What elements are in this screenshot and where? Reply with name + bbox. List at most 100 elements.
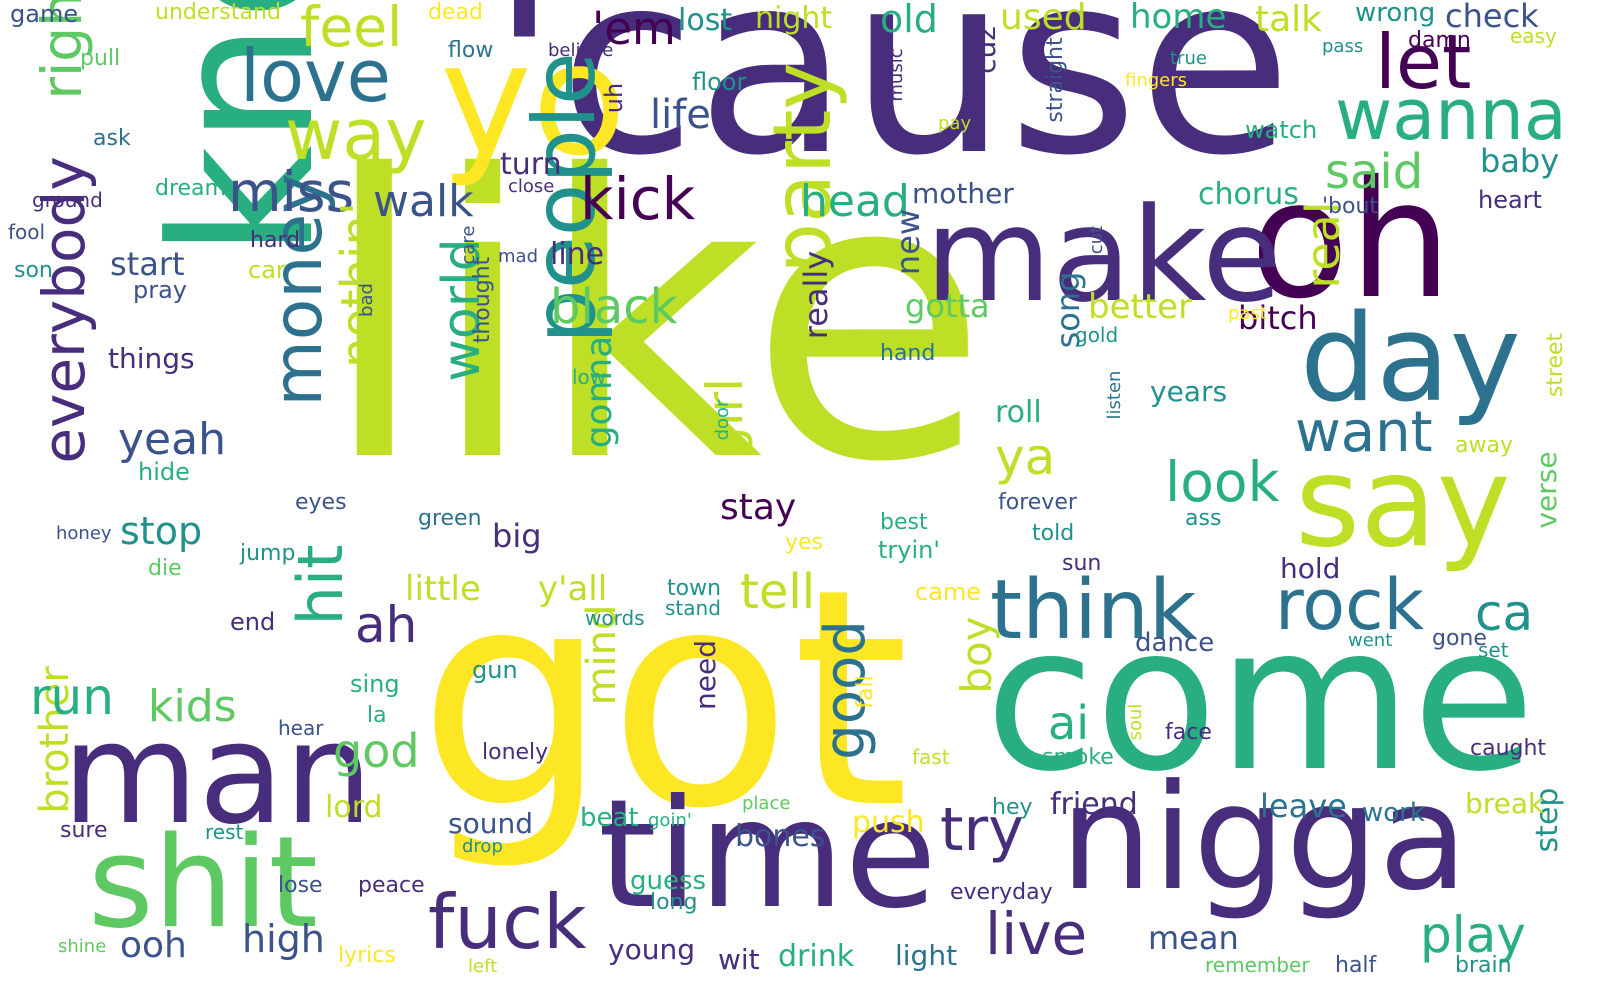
word-cloud-word: lonely bbox=[482, 740, 549, 765]
word-cloud-word: nice bbox=[478, 416, 499, 454]
word-cloud-word: man bbox=[62, 693, 373, 856]
word-cloud-word: goin' bbox=[648, 810, 692, 831]
word-cloud-word: pull bbox=[80, 46, 121, 71]
word-cloud-word: let bbox=[1375, 18, 1472, 106]
word-cloud-word: lost bbox=[678, 3, 733, 38]
word-cloud-word: think bbox=[990, 563, 1197, 658]
word-cloud-word: ground bbox=[32, 188, 103, 212]
word-cloud-word: live bbox=[985, 900, 1088, 968]
word-cloud-word: green bbox=[418, 506, 482, 531]
word-cloud-word: hear bbox=[278, 716, 324, 740]
word-cloud-word: sun bbox=[1062, 551, 1102, 576]
word-cloud-word: check bbox=[1445, 0, 1539, 35]
word-cloud-word: told bbox=[1032, 521, 1075, 546]
word-cloud-word: half bbox=[1335, 953, 1377, 978]
word-cloud-word: flow bbox=[448, 38, 494, 63]
word-cloud-word: oh bbox=[1250, 147, 1452, 335]
word-cloud-word: things bbox=[108, 342, 195, 375]
word-cloud-word: face bbox=[1165, 720, 1212, 745]
word-cloud-word: better bbox=[1088, 287, 1193, 327]
word-cloud-word: play bbox=[1420, 906, 1526, 964]
word-cloud-word: ooh bbox=[120, 925, 187, 966]
word-cloud-word: lord bbox=[325, 790, 383, 825]
word-cloud-word: walk bbox=[373, 176, 474, 227]
word-cloud-word: lose bbox=[278, 873, 323, 898]
word-cloud-word: came bbox=[915, 578, 982, 606]
word-cloud-word: lyrics bbox=[338, 943, 396, 968]
word-cloud-word: yo bbox=[440, 9, 627, 190]
word-cloud-word: best bbox=[880, 510, 928, 535]
word-cloud-word: went bbox=[1348, 630, 1393, 651]
word-cloud-word: verse bbox=[1530, 451, 1563, 529]
word-cloud-word: long bbox=[650, 890, 698, 915]
word-cloud-word: dead bbox=[428, 0, 483, 25]
word-cloud-word: watch bbox=[1245, 116, 1318, 144]
word-cloud-word: close bbox=[508, 176, 555, 197]
word-cloud-word: say bbox=[1295, 430, 1511, 575]
word-cloud-word: feel bbox=[300, 0, 403, 59]
word-cloud-word: rock bbox=[1275, 564, 1425, 646]
word-cloud-word: uh bbox=[600, 82, 628, 114]
word-cloud-word: stand bbox=[665, 596, 721, 620]
word-cloud-word: mother bbox=[912, 177, 1014, 210]
word-cloud-word: ca bbox=[1475, 584, 1534, 642]
word-cloud-word: friend bbox=[1050, 787, 1138, 822]
word-cloud-word: honey bbox=[56, 523, 112, 544]
word-cloud-word: hit bbox=[284, 544, 357, 626]
word-cloud-word: ask bbox=[93, 126, 131, 151]
word-cloud-word: low bbox=[572, 365, 607, 389]
word-cloud-word: like bbox=[320, 93, 989, 547]
word-cloud-word: easy bbox=[1510, 24, 1557, 48]
word-cloud-word: said bbox=[1325, 144, 1424, 200]
word-cloud-word: turn bbox=[500, 147, 562, 182]
word-cloud-word: look bbox=[1165, 450, 1280, 514]
word-cloud-word: remember bbox=[1205, 953, 1310, 977]
word-cloud-word: floor bbox=[692, 68, 747, 96]
word-cloud-word: words bbox=[585, 606, 645, 630]
word-cloud-word: 'bout bbox=[1322, 194, 1379, 219]
word-cloud-word: need bbox=[689, 640, 722, 710]
word-cloud-word: wanna bbox=[1335, 74, 1567, 156]
word-cloud-word: son bbox=[14, 258, 53, 283]
word-cloud-word: fuck bbox=[428, 878, 587, 966]
word-cloud-word: got bbox=[418, 525, 910, 874]
word-cloud-word: come bbox=[985, 583, 1536, 816]
word-cloud-word: shine bbox=[58, 936, 107, 957]
word-cloud-word: shit bbox=[88, 809, 318, 956]
word-cloud-word: chorus bbox=[1198, 177, 1299, 212]
word-cloud-word: guess bbox=[630, 866, 707, 896]
word-cloud-word: yes bbox=[785, 530, 824, 555]
word-cloud-word: high bbox=[242, 917, 325, 961]
word-cloud-word: soul bbox=[1125, 703, 1146, 741]
word-cloud-word: ya bbox=[995, 428, 1056, 486]
word-cloud-word: hold bbox=[1280, 552, 1341, 585]
word-cloud-word: gold bbox=[1075, 323, 1119, 347]
word-cloud-word: god bbox=[333, 724, 420, 778]
word-cloud-word: mean bbox=[1148, 919, 1239, 957]
word-cloud-word: tell bbox=[740, 564, 816, 620]
word-cloud-word: night bbox=[755, 1, 833, 36]
word-cloud-word: roll bbox=[995, 395, 1042, 430]
word-cloud-word: baby bbox=[1480, 142, 1560, 180]
word-cloud-word: party bbox=[756, 62, 849, 274]
word-cloud-word: sing bbox=[350, 670, 400, 698]
word-cloud-word: car bbox=[248, 256, 286, 284]
word-cloud-word: talk bbox=[1255, 0, 1323, 40]
word-cloud-word: fingers bbox=[1125, 70, 1188, 91]
word-cloud-word: hide bbox=[138, 458, 190, 486]
word-cloud-word: 'em bbox=[592, 2, 676, 55]
word-cloud-word: gotta bbox=[905, 287, 990, 325]
word-cloud-word: music bbox=[886, 48, 907, 102]
word-cloud-word: head bbox=[800, 176, 910, 227]
word-cloud-word: big bbox=[492, 517, 542, 555]
word-cloud-word: door bbox=[712, 399, 733, 441]
word-cloud-word: brain bbox=[1455, 953, 1512, 978]
word-cloud-word: dream bbox=[155, 176, 226, 201]
word-cloud-word: forever bbox=[998, 490, 1077, 515]
word-cloud-word: drink bbox=[778, 939, 855, 974]
word-cloud-word: push bbox=[852, 805, 925, 840]
word-cloud-word: leave bbox=[1260, 787, 1347, 825]
word-cloud-word: bad bbox=[356, 283, 377, 317]
word-cloud-word: line bbox=[550, 237, 605, 272]
